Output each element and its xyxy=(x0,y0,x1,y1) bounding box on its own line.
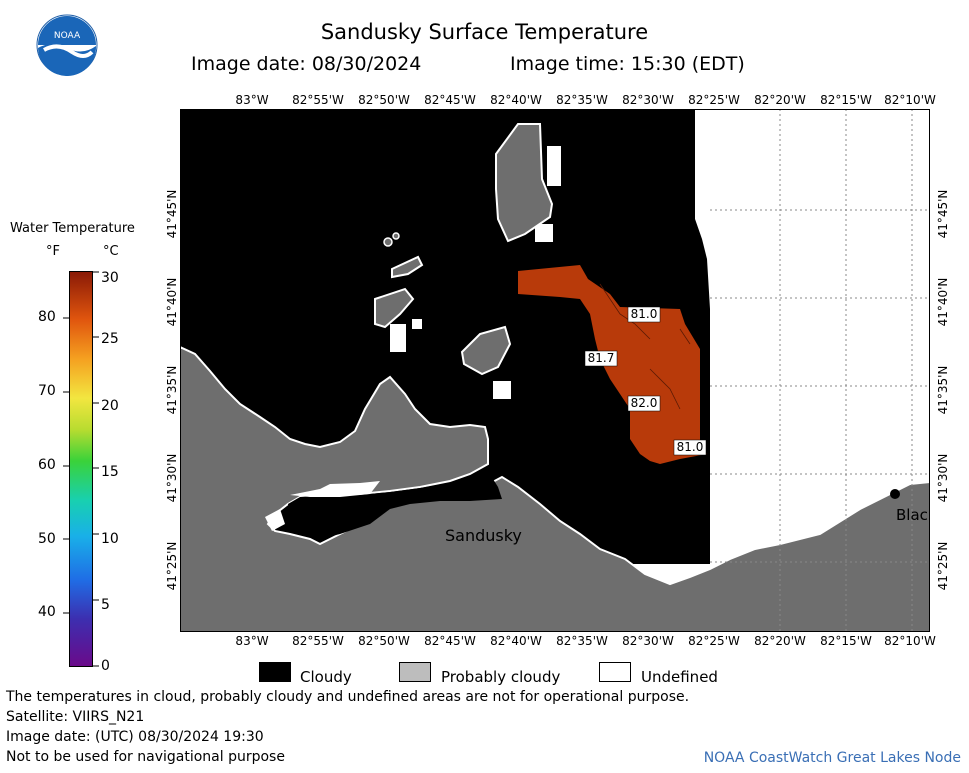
island-kelleys xyxy=(374,287,415,329)
island-north xyxy=(495,123,554,243)
legend-swatch-undefined xyxy=(599,662,631,682)
lat-label-right: 41°45'N xyxy=(936,189,950,239)
colorbar-f-tick: 50 xyxy=(38,531,56,547)
colorbar-c-tick: 30 xyxy=(101,270,119,286)
sandusky-bay xyxy=(288,471,502,539)
colorbar-f-tick: 80 xyxy=(38,309,56,325)
lat-label-right: 41°30'N xyxy=(936,453,950,503)
lon-label-top: 82°45'W xyxy=(424,93,476,107)
footer-note: The temperatures in cloud, probably clou… xyxy=(6,689,690,705)
colorbar-c-tick: 25 xyxy=(101,331,119,347)
colorbar-ticks xyxy=(63,271,99,667)
colorbar xyxy=(69,271,93,667)
legend-label-undefined: Undefined xyxy=(641,668,718,686)
colorbar-f-tick: 70 xyxy=(38,383,56,399)
colorbar-title: Water Temperature xyxy=(10,221,135,236)
island-south-bass xyxy=(460,325,512,376)
legend-swatch-cloudy xyxy=(259,662,291,682)
lat-label-left: 41°25'N xyxy=(165,541,179,591)
colorbar-c-tick: 0 xyxy=(101,658,110,674)
lon-label-bottom: 82°55'W xyxy=(292,634,344,648)
lon-label-bottom: 82°35'W xyxy=(556,634,608,648)
legend-label-probably-cloudy: Probably cloudy xyxy=(441,668,561,686)
colorbar-c-tick: 5 xyxy=(101,597,110,613)
colorbar-f-tick: 40 xyxy=(38,604,56,620)
lat-label-right: 41°35'N xyxy=(936,365,950,415)
map-svg xyxy=(180,109,930,632)
lon-label-top: 82°25'W xyxy=(688,93,740,107)
lon-label-bottom: 82°25'W xyxy=(688,634,740,648)
lat-label-left: 41°30'N xyxy=(165,453,179,503)
footer-credit: NOAA CoastWatch Great Lakes Node xyxy=(703,750,961,766)
lon-label-bottom: 82°50'W xyxy=(358,634,410,648)
lon-label-bottom: 82°30'W xyxy=(622,634,674,648)
lon-label-bottom: 82°10'W xyxy=(884,634,936,648)
lon-label-top: 82°15'W xyxy=(820,93,872,107)
lon-label-top: 82°50'W xyxy=(358,93,410,107)
graticule xyxy=(710,109,930,632)
colorbar-f-tick: 60 xyxy=(38,457,56,473)
legend-swatch-probably-cloudy xyxy=(399,662,431,682)
lat-label-left: 41°40'N xyxy=(165,277,179,327)
lon-label-top: 82°10'W xyxy=(884,93,936,107)
lon-label-top: 82°20'W xyxy=(754,93,806,107)
lon-label-bottom: 82°15'W xyxy=(820,634,872,648)
lat-label-right: 41°25'N xyxy=(936,541,950,591)
noaa-logo: NOAA xyxy=(36,14,98,77)
lon-label-bottom: 82°40'W xyxy=(490,634,542,648)
footer-satellite: Satellite: VIIRS_N21 xyxy=(6,709,145,725)
island-small xyxy=(391,255,424,279)
land-area xyxy=(180,345,930,632)
legend-label-cloudy: Cloudy xyxy=(300,668,352,686)
city-marker xyxy=(890,489,900,499)
city-label-partial: Blac xyxy=(896,506,928,524)
colorbar-c-tick: 10 xyxy=(101,531,119,547)
lon-label-bottom: 82°45'W xyxy=(424,634,476,648)
lon-label-top: 82°35'W xyxy=(556,93,608,107)
image-time: Image time: 15:30 (EDT) xyxy=(510,53,745,75)
temp-label: 81.0 xyxy=(676,440,704,454)
lat-label-left: 41°45'N xyxy=(165,189,179,239)
lon-label-top: 82°40'W xyxy=(490,93,542,107)
colorbar-c-tick: 15 xyxy=(101,464,119,480)
map-panel xyxy=(180,109,930,632)
colorbar-c-tick: 20 xyxy=(101,398,119,414)
svg-text:NOAA: NOAA xyxy=(54,31,81,41)
footer-utc-date: Image date: (UTC) 08/30/2024 19:30 xyxy=(6,729,264,745)
temp-label: 81.0 xyxy=(630,307,658,321)
city-label-sandusky: Sandusky xyxy=(445,526,522,545)
lon-label-top: 82°55'W xyxy=(292,93,344,107)
temp-label: 82.0 xyxy=(630,396,658,410)
image-date: Image date: 08/30/2024 xyxy=(191,53,422,75)
lon-label-bottom: 83°W xyxy=(235,634,269,648)
lat-label-left: 41°35'N xyxy=(165,365,179,415)
lon-label-bottom: 82°20'W xyxy=(754,634,806,648)
temp-label: 81.7 xyxy=(587,351,615,365)
lon-label-top: 83°W xyxy=(235,93,269,107)
lat-label-right: 41°40'N xyxy=(936,277,950,327)
lon-label-top: 82°30'W xyxy=(622,93,674,107)
map-title: Sandusky Surface Temperature xyxy=(320,20,649,44)
footer-warning: Not to be used for navigational purpose xyxy=(6,749,285,765)
unit-fahrenheit: °F xyxy=(46,244,60,259)
unit-celsius: °C xyxy=(103,244,119,259)
